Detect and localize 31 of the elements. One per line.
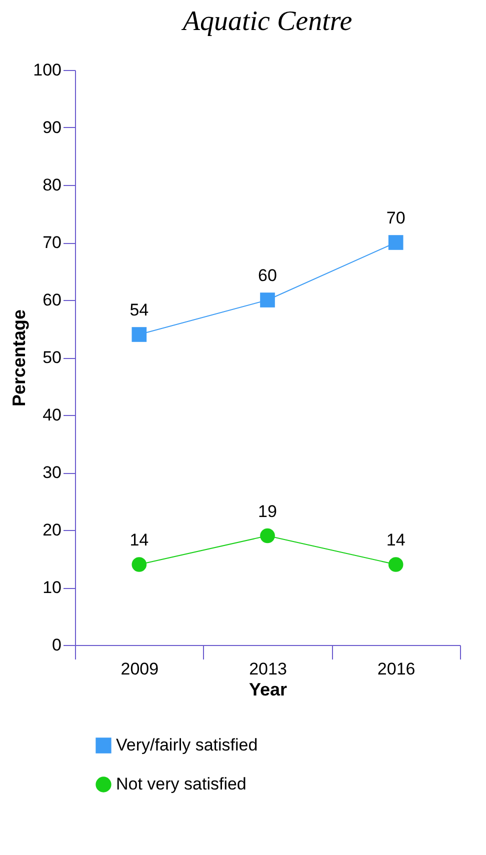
y-tick-label: 50	[42, 348, 62, 367]
x-tick-label: 2016	[377, 660, 416, 678]
data-label: 19	[258, 502, 277, 521]
point	[388, 557, 404, 572]
y-tick-label: 100	[33, 60, 62, 80]
legend-label: Not very satisfied	[116, 774, 246, 794]
legend-label: Very/fairly satisfied	[116, 736, 258, 754]
x-tick-label: 2009	[120, 660, 159, 678]
x-tick-label: 2013	[249, 660, 287, 678]
y-tick-label: 70	[42, 233, 62, 252]
x-axis-title: Year	[248, 680, 288, 700]
point	[388, 235, 404, 250]
point	[260, 292, 275, 308]
y-tick-label: 90	[42, 118, 62, 137]
y-tick-label: 20	[42, 520, 62, 540]
data-label: 60	[258, 266, 277, 285]
y-tick-label: 0	[52, 636, 62, 654]
data-label: 14	[130, 530, 149, 550]
point	[132, 327, 147, 342]
data-label: 54	[130, 300, 149, 320]
y-axis-title: Percentage	[9, 309, 30, 407]
y-tick-label: 40	[42, 406, 62, 424]
point	[260, 528, 275, 544]
data-label: 14	[386, 530, 406, 550]
y-tick-label: 10	[42, 578, 62, 597]
y-tick-label: 30	[42, 463, 62, 482]
y-tick-label: 60	[42, 290, 62, 310]
chart-title: Aquatic Centre	[180, 6, 352, 37]
data-label: 70	[386, 208, 406, 228]
point	[132, 557, 147, 572]
y-tick-label: 80	[42, 176, 62, 194]
